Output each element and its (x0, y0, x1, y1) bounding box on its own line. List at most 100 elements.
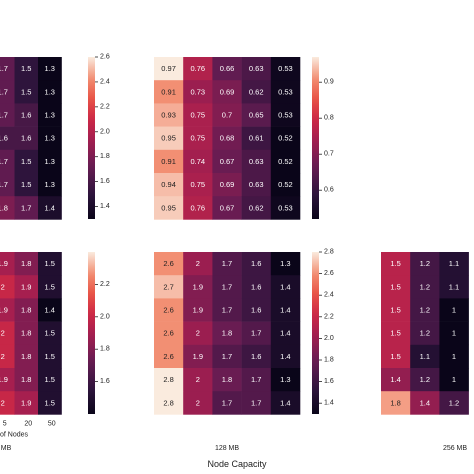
cell-value-label: 1.1 (449, 259, 459, 268)
colorbar-tick-label: 2.4 (100, 78, 110, 85)
heatmap-cell (38, 298, 62, 322)
cell-value-label: 2.6 (163, 329, 173, 338)
cell-value-label: 0.69 (220, 180, 235, 189)
heatmap-cell (14, 275, 39, 299)
cell-value-label: 1.4 (280, 398, 290, 407)
cell-value-label: 2 (196, 398, 200, 407)
cell-value-label: 1.7 (251, 375, 261, 384)
heatmap-cell (381, 298, 411, 322)
cell-value-label: 0.75 (190, 134, 205, 143)
heatmap-cell (38, 196, 62, 220)
cell-value-label: 1.8 (222, 375, 232, 384)
colorbar-tick-label: 1.4 (324, 400, 334, 407)
cell-value-label: 0.97 (161, 64, 176, 73)
heatmap-cell (38, 149, 62, 174)
heatmap-cell (14, 344, 39, 369)
cell-value-label: 0.53 (278, 87, 293, 96)
heatmap-cell (38, 80, 62, 104)
cell-value-label: 2.6 (163, 306, 173, 315)
cell-value-label: 1.1 (449, 282, 459, 291)
cell-value-label: 1.5 (390, 259, 400, 268)
cell-value-label: 1.9 (193, 306, 203, 315)
heatmap-cell (154, 344, 184, 369)
colorbar-tick-label: 2.2 (100, 281, 110, 288)
cell-value-label: 1.5 (45, 282, 55, 291)
heatmap-cell (410, 275, 440, 299)
heatmap-cell (154, 252, 184, 276)
cell-value-label: 1.6 (251, 306, 261, 315)
cell-value-label: 1.7 (251, 329, 261, 338)
cell-value-label: 1 (452, 329, 456, 338)
heatmap-cell (270, 149, 301, 174)
cell-value-label: 1.7 (0, 157, 8, 166)
heatmap-cell (270, 126, 301, 151)
heatmap-cell (241, 321, 272, 346)
heatmap-cell (241, 298, 272, 322)
cell-value-label: 0.73 (190, 87, 205, 96)
heatmap-cell (270, 275, 301, 299)
cell-value-label: 1.1 (420, 352, 430, 361)
cell-value-label: 0.52 (278, 157, 293, 166)
cell-value-label: 0.53 (278, 64, 293, 73)
heatmap-panel-3: 1.9 1.8 1.5 2 1.9 1.5 1.9 1.8 1.4 2 1.8 1.5 2 1.8 1.5 1… (0, 252, 110, 452)
heatmap-cell (241, 57, 272, 81)
cell-value-label: 0.76 (190, 203, 205, 212)
heatmap-cell (410, 252, 440, 276)
heatmap-cell (0, 126, 15, 151)
heatmap-cell (154, 57, 184, 81)
heatmap-cell (183, 252, 213, 276)
heatmap-cell (183, 80, 213, 104)
cell-value-label: 0.94 (161, 180, 176, 189)
cell-value-label: 0.69 (220, 87, 235, 96)
heatmap-cell (270, 103, 301, 127)
cell-value-label: 0.91 (161, 87, 176, 96)
heatmap-cell (241, 149, 272, 174)
colorbar-tick-label: 1.4 (100, 203, 110, 210)
heatmap-cell (410, 391, 440, 415)
heatmap-cell (154, 103, 184, 127)
colorbar (88, 252, 95, 414)
cell-value-label: 1.5 (45, 352, 55, 361)
cell-value-label: 2 (1, 282, 5, 291)
heatmap-cell (212, 275, 242, 299)
cell-value-label: 1.8 (390, 398, 400, 407)
heatmap-cell (410, 344, 440, 369)
heatmap-cell (183, 126, 213, 151)
heatmap-cell (241, 80, 272, 104)
cell-value-label: 0.62 (249, 203, 264, 212)
heatmap-cell (212, 321, 242, 346)
heatmap-cell (381, 321, 411, 346)
colorbar (88, 57, 95, 219)
heatmap-cell (439, 344, 469, 369)
colorbar-tick-label: 0.6 (324, 187, 334, 194)
heatmap-cell (270, 391, 301, 415)
heatmap-cell (0, 275, 15, 299)
cell-value-label: 1.5 (45, 259, 55, 268)
heatmap-cell (154, 298, 184, 322)
colorbar-tick-label: 2.6 (324, 270, 334, 277)
heatmap-cell (381, 391, 411, 415)
cell-value-label: 0.66 (220, 64, 235, 73)
heatmap-cell (212, 57, 242, 81)
cell-value-label: 1.9 (193, 282, 203, 291)
cell-value-label: 1.6 (21, 134, 31, 143)
colorbar-tick-label: 1.8 (100, 346, 110, 353)
heatmap-cell (14, 298, 39, 322)
panel-sublabel: MB (1, 445, 12, 452)
cell-value-label: 1.7 (222, 352, 232, 361)
heatmap-cell (14, 173, 39, 197)
heatmap-cell (154, 368, 184, 392)
heatmap-cell (0, 57, 15, 81)
cell-value-label: 1.3 (280, 259, 290, 268)
heatmap-cell (38, 368, 62, 392)
cell-value-label: 1.9 (0, 259, 8, 268)
cell-value-label: 1.6 (21, 111, 31, 120)
cell-value-label: 0.67 (220, 157, 235, 166)
cell-value-label: 1.6 (0, 134, 8, 143)
heatmap-cell (183, 173, 213, 197)
cell-value-label: 2 (1, 352, 5, 361)
cell-value-label: 1.9 (193, 352, 203, 361)
colorbar-tick-label: 1.6 (324, 378, 334, 385)
heatmap-cell (38, 391, 62, 415)
heatmap-cell (212, 391, 242, 415)
